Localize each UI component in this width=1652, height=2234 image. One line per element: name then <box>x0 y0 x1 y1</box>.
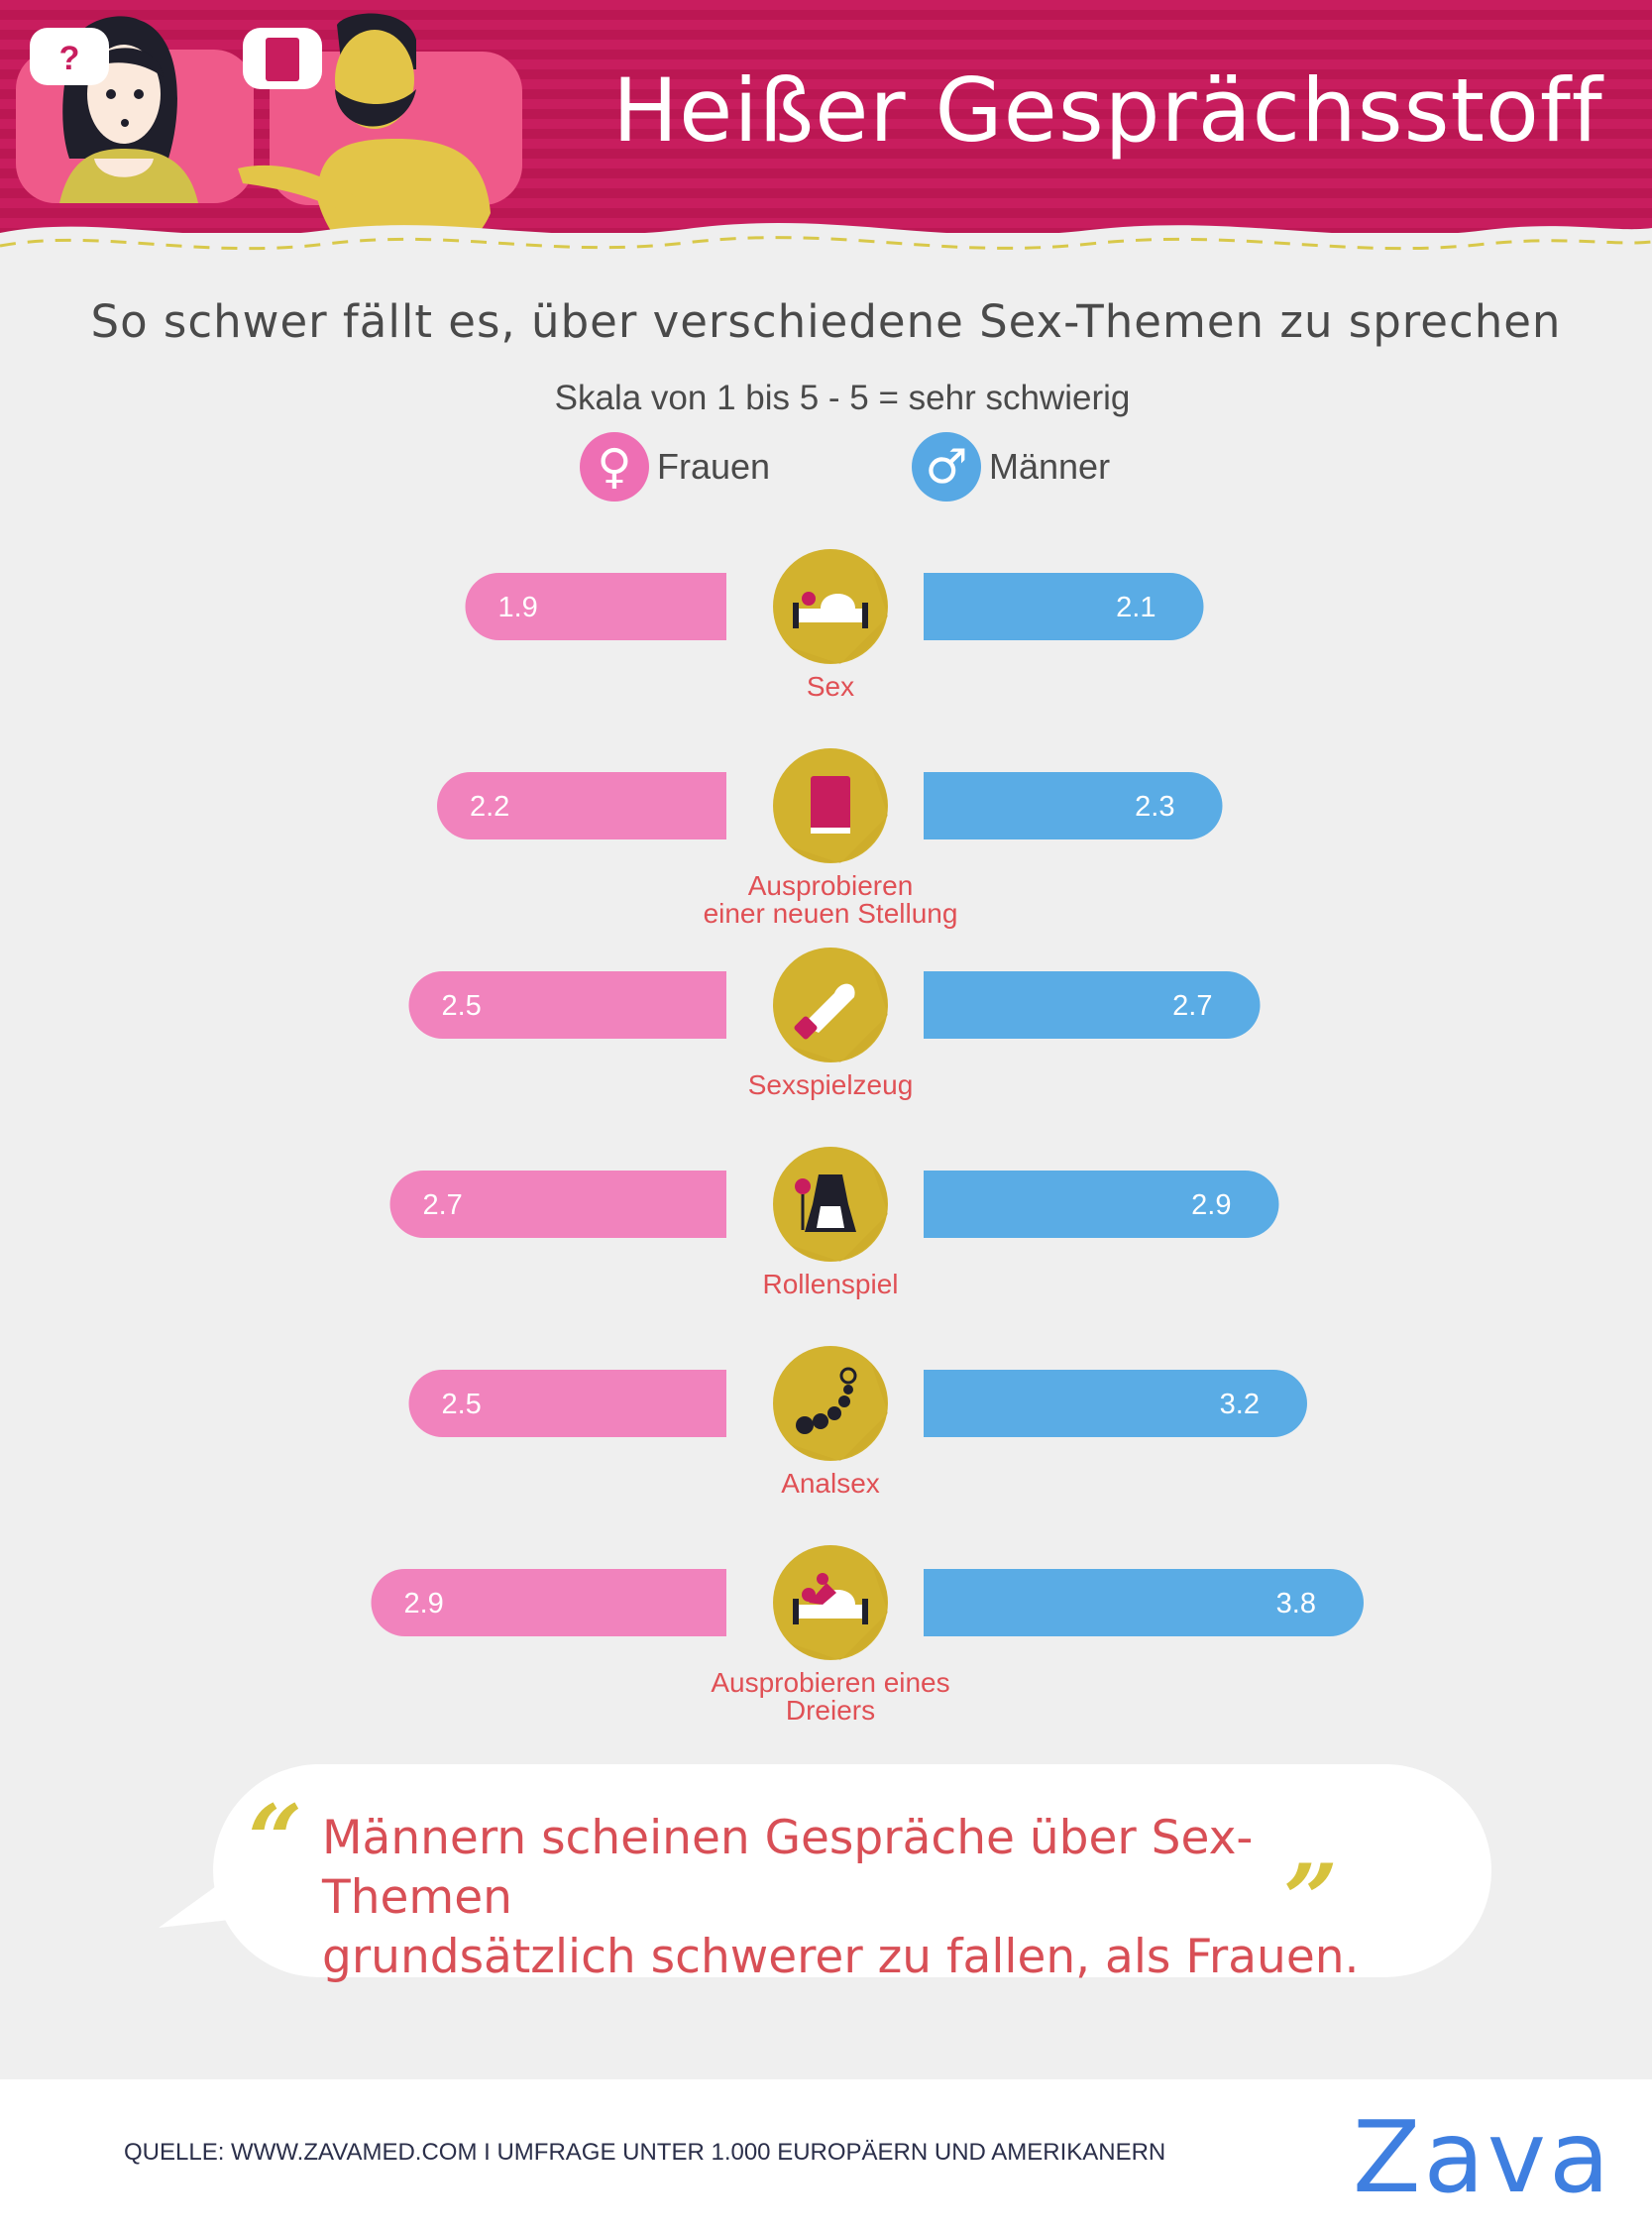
value-label-women-5: 2.9 <box>404 1588 444 1620</box>
value-label-men-5: 3.8 <box>1276 1588 1316 1620</box>
quote-line-1: Männern scheinen Gespräche über Sex-Them… <box>322 1811 1254 1925</box>
threesome-bed-icon <box>793 1573 868 1624</box>
legend-women-label: Frauen <box>657 446 771 487</box>
sex-toy-icon <box>794 983 855 1040</box>
value-label-men-1: 2.3 <box>1135 791 1174 823</box>
anal-beads-icon <box>796 1367 857 1434</box>
brand-logo: Zava <box>1353 2099 1613 2215</box>
legend-men-label: Männer <box>989 446 1111 487</box>
quote-line-2: grundsätzlich schwerer zu fallen, als Fr… <box>322 1930 1360 1984</box>
header-banner: ? <box>0 0 1652 268</box>
bar-women-1 <box>437 772 726 839</box>
bar-men-4 <box>924 1370 1307 1437</box>
footer <box>0 2079 1652 2234</box>
svg-text:?: ? <box>59 40 80 77</box>
category-icon-shadow-5 <box>790 1562 888 1660</box>
bar-women-0 <box>465 573 726 640</box>
close-quote-mark: ” <box>1283 1843 1339 1955</box>
category-label-3-0: Rollenspiel <box>763 1269 899 1299</box>
quote-bubble <box>213 1764 1491 1977</box>
value-label-women-1: 2.2 <box>470 791 509 823</box>
category-label-1-1: einer neuen Stellung <box>704 898 958 929</box>
category-icon-shadow-3 <box>790 1164 888 1262</box>
value-label-men-2: 2.7 <box>1172 990 1212 1022</box>
category-label-1-0: Ausprobieren <box>748 870 914 901</box>
scale-note: Skala von 1 bis 5 - 5 = sehr schwierig <box>554 379 1131 417</box>
book-icon <box>266 38 299 81</box>
bar-men-5 <box>924 1569 1364 1636</box>
value-label-men-4: 3.2 <box>1220 1389 1260 1420</box>
bar-women-5 <box>371 1569 726 1636</box>
bar-men-0 <box>924 573 1204 640</box>
quote-text: Männern scheinen Gespräche über Sex-Them… <box>322 1809 1432 1987</box>
source-note: QUELLE: WWW.ZAVAMED.COM I UMFRAGE UNTER … <box>124 2139 1166 2166</box>
value-label-women-4: 2.5 <box>442 1389 482 1420</box>
value-label-women-3: 2.7 <box>423 1189 463 1221</box>
category-label-5-1: Dreiers <box>786 1695 875 1726</box>
bar-men-1 <box>924 772 1223 839</box>
category-label-2-0: Sexspielzeug <box>748 1069 914 1100</box>
value-label-men-3: 2.9 <box>1191 1189 1231 1221</box>
bar-women-2 <box>408 971 726 1039</box>
category-icon-circle-4 <box>773 1346 888 1461</box>
maid-costume-icon <box>795 1174 856 1232</box>
bar-men-2 <box>924 971 1261 1039</box>
bed-icon <box>793 592 868 628</box>
kama-sutra-book-icon <box>811 776 850 834</box>
open-quote-mark: “ <box>248 1784 303 1896</box>
chart-subtitle: So schwer fällt es, über verschiedene Se… <box>90 295 1562 348</box>
male-symbol-icon: ♂ <box>912 432 981 502</box>
category-icon-shadow-0 <box>790 566 888 664</box>
bar-women-4 <box>408 1370 726 1437</box>
page-title: Heißer Gesprächsstoff <box>612 59 1603 162</box>
category-icon-shadow-4 <box>790 1363 888 1461</box>
category-icon-shadow-1 <box>790 765 888 863</box>
category-label-0-0: Sex <box>807 671 854 702</box>
bar-women-3 <box>389 1171 726 1238</box>
category-label-5-0: Ausprobieren eines <box>711 1667 949 1698</box>
category-label-4-0: Analsex <box>781 1468 880 1499</box>
value-label-women-2: 2.5 <box>442 990 482 1022</box>
value-label-men-0: 2.1 <box>1116 592 1156 623</box>
category-icon-shadow-2 <box>790 964 888 1062</box>
bar-men-3 <box>924 1171 1279 1238</box>
female-symbol-icon: ♀ <box>580 432 649 502</box>
value-label-women-0: 1.9 <box>498 592 538 623</box>
question-bubble <box>30 28 109 85</box>
